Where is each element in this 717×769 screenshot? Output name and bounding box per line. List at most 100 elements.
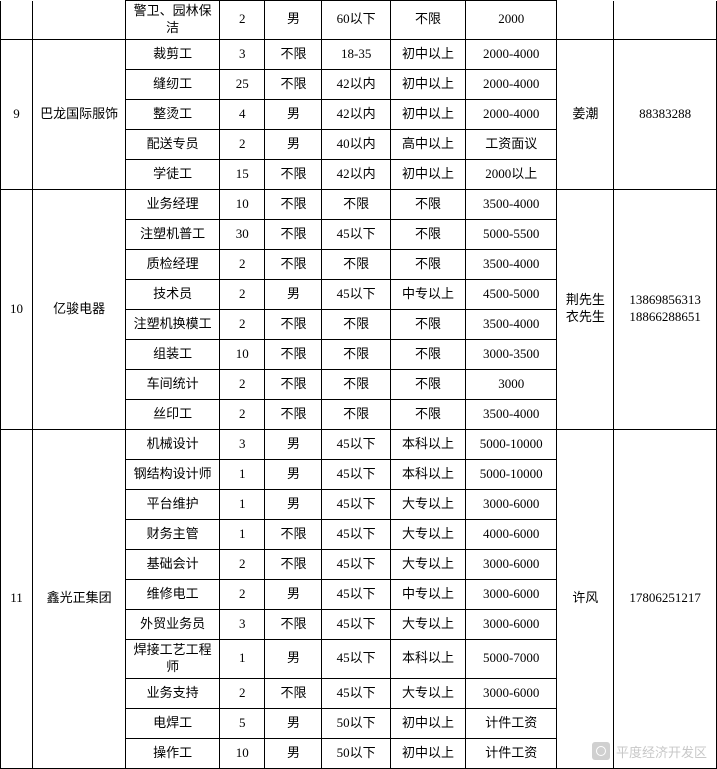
cell-position: 裁剪工 bbox=[126, 39, 219, 69]
table-row: 警卫、园林保洁2男60以下不限2000 bbox=[1, 1, 717, 40]
cell-edu: 中专以上 bbox=[390, 279, 465, 309]
cell-phone: 1386985631318866288651 bbox=[614, 189, 717, 429]
cell-position: 丝印工 bbox=[126, 399, 219, 429]
cell-contact: 荆先生衣先生 bbox=[557, 189, 614, 429]
table-row: 11鑫光正集团机械设计3男45以下本科以上5000-10000许风1780625… bbox=[1, 429, 717, 459]
cell-age: 45以下 bbox=[322, 579, 390, 609]
cell-salary: 2000-4000 bbox=[466, 99, 557, 129]
cell-gender: 男 bbox=[265, 279, 322, 309]
cell-edu: 不限 bbox=[390, 1, 465, 40]
cell-age: 60以下 bbox=[322, 1, 390, 40]
cell-count: 2 bbox=[219, 399, 265, 429]
cell-salary: 计件工资 bbox=[466, 738, 557, 768]
cell-edu: 初中以上 bbox=[390, 738, 465, 768]
cell-age: 不限 bbox=[322, 399, 390, 429]
cell-gender: 不限 bbox=[265, 39, 322, 69]
cell-phone: 17806251217 bbox=[614, 429, 717, 768]
cell-salary: 3500-4000 bbox=[466, 399, 557, 429]
table-row: 10亿骏电器业务经理10不限不限不限3500-4000荆先生衣先生1386985… bbox=[1, 189, 717, 219]
cell-count: 2 bbox=[219, 249, 265, 279]
cell-index: 10 bbox=[1, 189, 33, 429]
cell-position: 平台维护 bbox=[126, 489, 219, 519]
cell-salary: 3000-6000 bbox=[466, 609, 557, 639]
cell-count: 1 bbox=[219, 519, 265, 549]
cell-gender: 男 bbox=[265, 129, 322, 159]
cell-count: 10 bbox=[219, 738, 265, 768]
cell-age: 40以内 bbox=[322, 129, 390, 159]
cell-phone: 88383288 bbox=[614, 39, 717, 189]
cell-position: 业务支持 bbox=[126, 678, 219, 708]
cell-count: 25 bbox=[219, 69, 265, 99]
cell-age: 45以下 bbox=[322, 489, 390, 519]
cell-age: 45以下 bbox=[322, 429, 390, 459]
cell-position: 财务主管 bbox=[126, 519, 219, 549]
cell-edu: 不限 bbox=[390, 399, 465, 429]
cell-edu: 本科以上 bbox=[390, 459, 465, 489]
cell-position: 钢结构设计师 bbox=[126, 459, 219, 489]
cell-gender: 男 bbox=[265, 489, 322, 519]
cell-age: 不限 bbox=[322, 189, 390, 219]
cell-count: 1 bbox=[219, 639, 265, 678]
cell-edu: 中专以上 bbox=[390, 579, 465, 609]
cell-age: 18-35 bbox=[322, 39, 390, 69]
cell-gender: 不限 bbox=[265, 249, 322, 279]
cell-salary: 工资面议 bbox=[466, 129, 557, 159]
cell-salary: 3000-6000 bbox=[466, 549, 557, 579]
cell-edu: 不限 bbox=[390, 219, 465, 249]
cell-age: 45以下 bbox=[322, 459, 390, 489]
cell-gender: 男 bbox=[265, 1, 322, 40]
cell-position: 电焊工 bbox=[126, 708, 219, 738]
cell-gender: 男 bbox=[265, 429, 322, 459]
cell-gender: 男 bbox=[265, 459, 322, 489]
cell-count: 2 bbox=[219, 549, 265, 579]
cell-age: 不限 bbox=[322, 339, 390, 369]
cell-edu: 初中以上 bbox=[390, 69, 465, 99]
cell-position: 机械设计 bbox=[126, 429, 219, 459]
cell-gender: 不限 bbox=[265, 678, 322, 708]
cell-edu: 不限 bbox=[390, 369, 465, 399]
cell-salary: 3000 bbox=[466, 369, 557, 399]
cell-count: 3 bbox=[219, 429, 265, 459]
cell-count: 1 bbox=[219, 489, 265, 519]
cell-count: 2 bbox=[219, 369, 265, 399]
cell-gender: 不限 bbox=[265, 189, 322, 219]
cell-salary: 3000-6000 bbox=[466, 579, 557, 609]
cell-salary: 3000-6000 bbox=[466, 489, 557, 519]
cell-count: 1 bbox=[219, 459, 265, 489]
cell-salary: 2000-4000 bbox=[466, 69, 557, 99]
cell-age: 42以内 bbox=[322, 99, 390, 129]
cell-salary: 3500-4000 bbox=[466, 309, 557, 339]
recruitment-table: 警卫、园林保洁2男60以下不限20009巴龙国际服饰裁剪工3不限18-35初中以… bbox=[0, 0, 717, 769]
cell-age: 不限 bbox=[322, 249, 390, 279]
cell-salary: 计件工资 bbox=[466, 708, 557, 738]
cell-position: 整烫工 bbox=[126, 99, 219, 129]
cell-gender: 不限 bbox=[265, 369, 322, 399]
cell-salary: 3500-4000 bbox=[466, 189, 557, 219]
cell-salary: 2000以上 bbox=[466, 159, 557, 189]
cell-position: 操作工 bbox=[126, 738, 219, 768]
cell-edu: 大专以上 bbox=[390, 678, 465, 708]
cell-count: 10 bbox=[219, 339, 265, 369]
table-row: 9巴龙国际服饰裁剪工3不限18-35初中以上2000-4000姜潮8838328… bbox=[1, 39, 717, 69]
cell-edu: 不限 bbox=[390, 339, 465, 369]
cell-count: 15 bbox=[219, 159, 265, 189]
cell-count: 2 bbox=[219, 678, 265, 708]
cell-edu: 大专以上 bbox=[390, 549, 465, 579]
cell-position: 维修电工 bbox=[126, 579, 219, 609]
cell-edu: 大专以上 bbox=[390, 609, 465, 639]
cell-gender: 不限 bbox=[265, 549, 322, 579]
cell-gender: 不限 bbox=[265, 339, 322, 369]
cell-company: 巴龙国际服饰 bbox=[32, 39, 125, 189]
cell-gender: 男 bbox=[265, 708, 322, 738]
cell-salary: 3500-4000 bbox=[466, 249, 557, 279]
cell-salary: 5000-5500 bbox=[466, 219, 557, 249]
cell-gender: 男 bbox=[265, 738, 322, 768]
cell-age: 45以下 bbox=[322, 678, 390, 708]
cell-salary: 5000-10000 bbox=[466, 459, 557, 489]
cell-gender: 不限 bbox=[265, 159, 322, 189]
cell-salary: 5000-7000 bbox=[466, 639, 557, 678]
cell-position: 注塑机普工 bbox=[126, 219, 219, 249]
cell-company: 亿骏电器 bbox=[32, 189, 125, 429]
cell-index: 11 bbox=[1, 429, 33, 768]
cell-count: 2 bbox=[219, 129, 265, 159]
